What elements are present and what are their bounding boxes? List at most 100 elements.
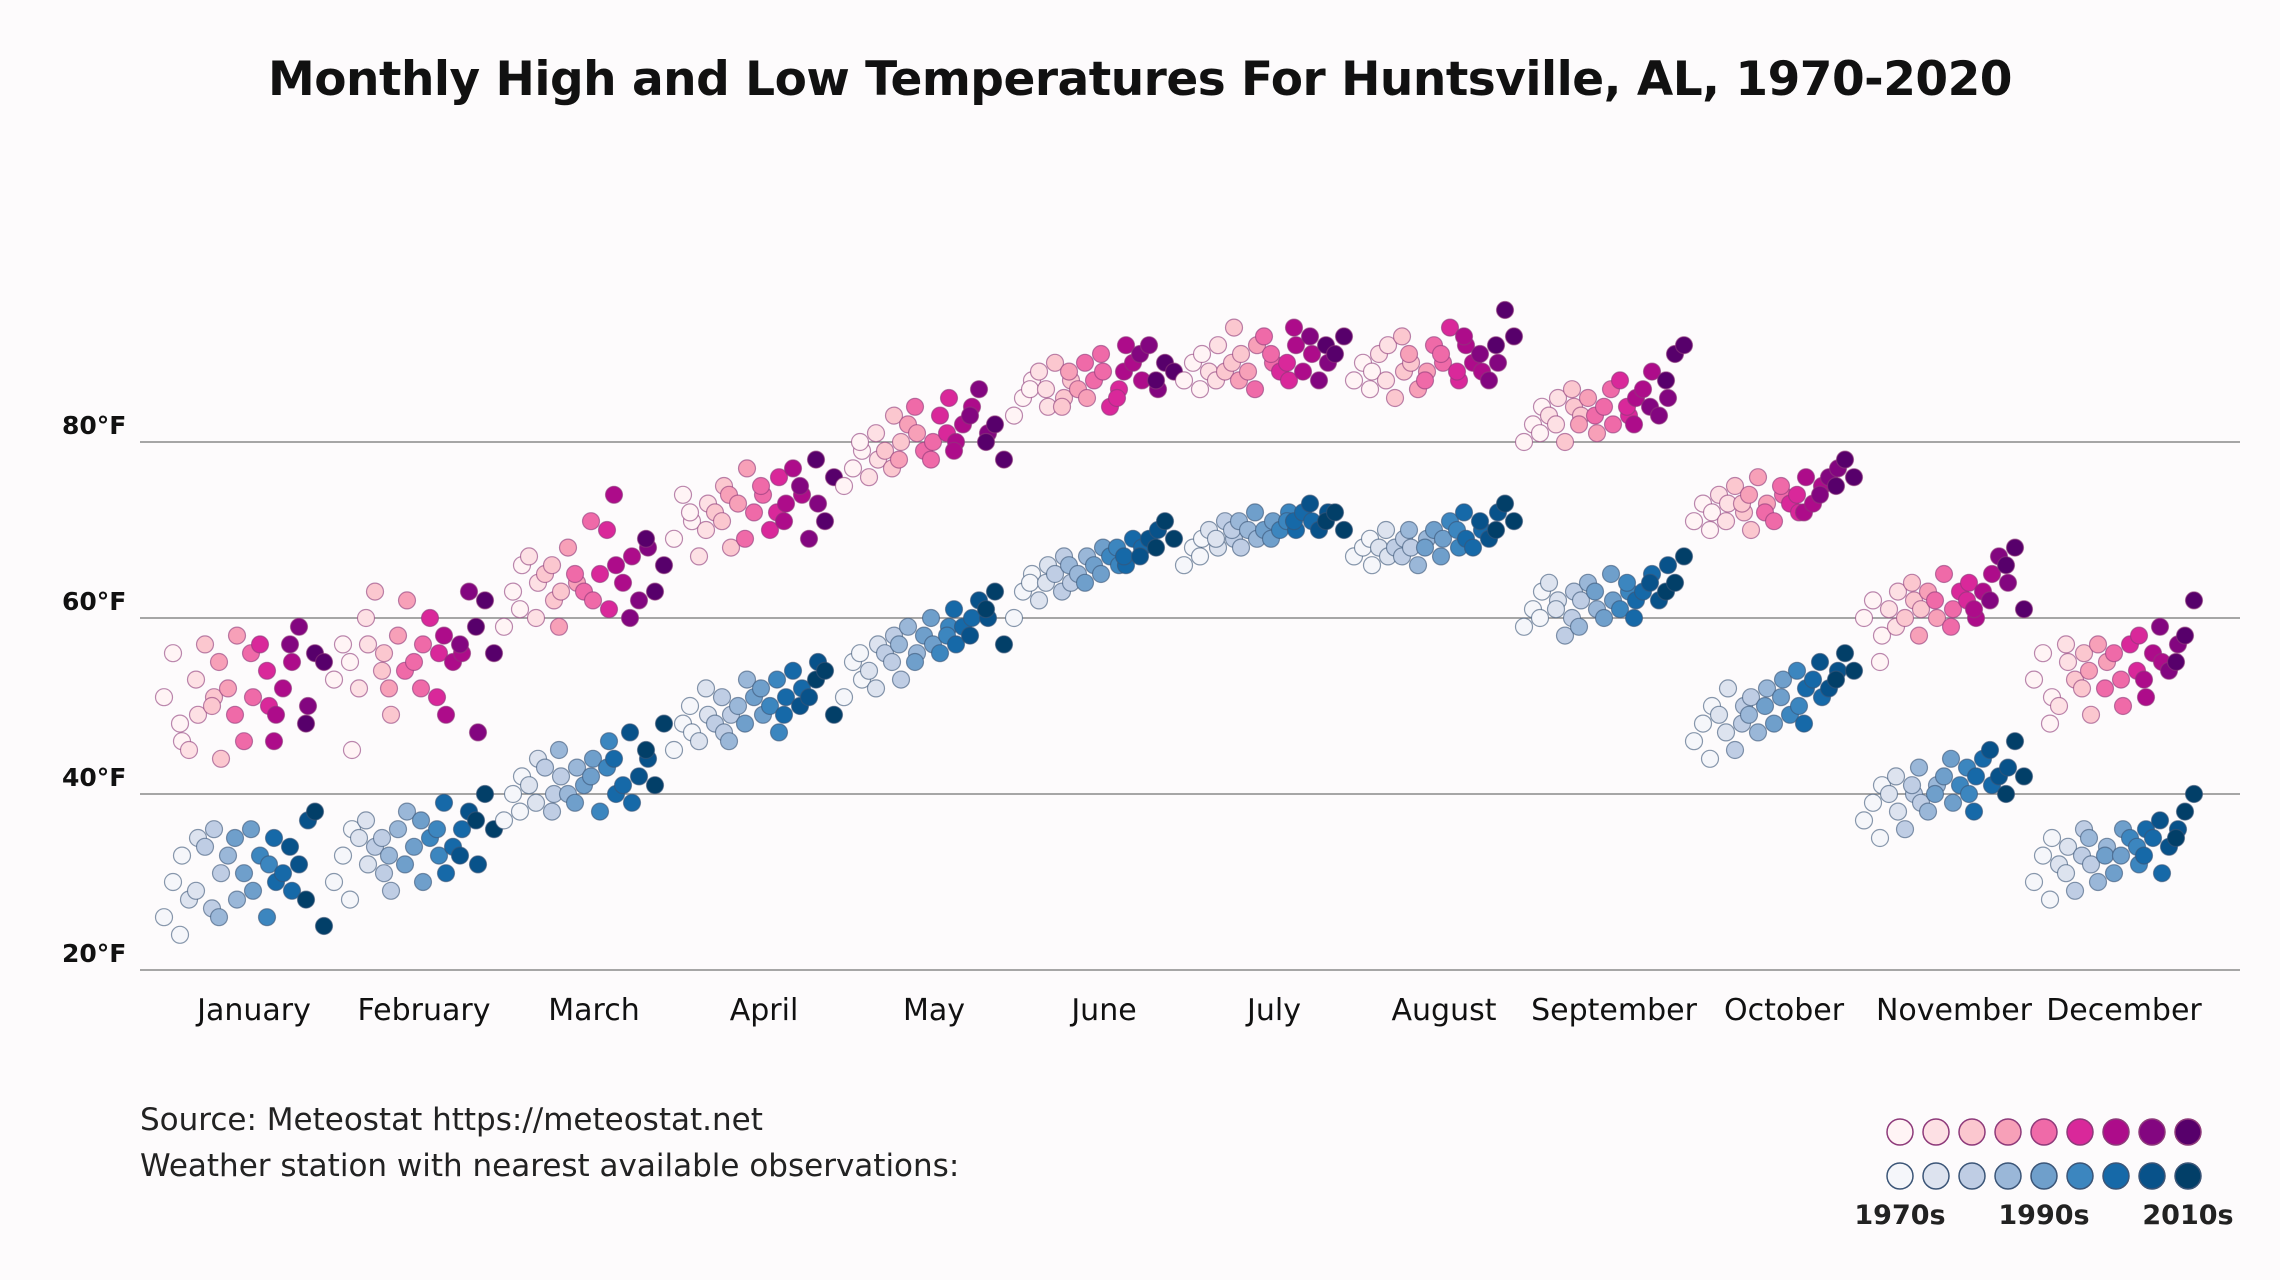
high-point-july <box>1208 336 1228 355</box>
x-axis-labels: January February March April May June July Augu… <box>195 993 2202 1028</box>
high-point-december <box>2079 661 2099 680</box>
high-point-november <box>1943 600 1963 619</box>
low-point-april <box>815 661 835 680</box>
low-point-january <box>218 846 238 865</box>
low-point-june <box>1146 538 1166 557</box>
high-point-december <box>2058 652 2078 672</box>
low-point-september <box>1610 600 1630 619</box>
low-point-february <box>374 864 394 883</box>
low-point-december <box>2056 864 2076 883</box>
high-point-july <box>1277 353 1297 372</box>
low-point-november <box>1902 776 1922 795</box>
low-point-august <box>1408 556 1428 575</box>
high-point-september <box>1633 380 1653 399</box>
high-point-february <box>340 652 360 672</box>
low-point-february <box>333 846 353 865</box>
high-point-january <box>289 617 309 636</box>
high-point-march <box>629 591 649 610</box>
high-point-july <box>1286 336 1306 355</box>
high-point-may <box>866 424 886 443</box>
high-point-may <box>850 432 870 452</box>
low-point-december <box>2150 811 2170 830</box>
low-point-april <box>696 679 716 698</box>
y-tick-label: 60°F <box>62 587 126 616</box>
high-point-august <box>1415 371 1435 390</box>
low-point-january <box>314 916 334 936</box>
low-point-november <box>1886 767 1906 786</box>
low-point-april <box>664 740 684 760</box>
low-point-november <box>1870 828 1890 848</box>
low-point-february <box>429 846 449 865</box>
high-point-november <box>1870 652 1890 672</box>
low-point-november <box>1996 784 2016 804</box>
low-point-september <box>1571 591 1591 610</box>
low-point-april <box>776 688 796 707</box>
low-point-march <box>629 767 649 786</box>
low-point-april <box>719 732 739 751</box>
low-point-march <box>599 732 619 751</box>
low-point-october <box>1709 705 1729 724</box>
high-point-november <box>1911 600 1931 619</box>
low-point-october <box>1844 661 1864 680</box>
high-point-november <box>2005 538 2025 557</box>
high-point-september <box>1658 388 1678 408</box>
low-point-july <box>1231 538 1251 557</box>
high-point-october <box>1764 512 1784 531</box>
low-point-february <box>349 828 369 848</box>
high-point-december <box>2074 644 2094 663</box>
high-point-august <box>1362 362 1382 381</box>
high-point-february <box>427 688 447 707</box>
high-point-january <box>273 679 293 698</box>
high-point-july <box>1302 344 1322 364</box>
high-point-november <box>1959 573 1979 592</box>
high-point-august <box>1488 353 1508 372</box>
low-point-december <box>2033 846 2053 865</box>
high-point-march <box>503 582 523 601</box>
low-point-march <box>494 811 514 830</box>
low-point-october <box>1773 670 1793 689</box>
low-point-october <box>1684 732 1704 751</box>
high-point-april <box>815 512 835 531</box>
high-point-may <box>905 397 925 416</box>
high-point-december <box>2081 705 2101 724</box>
low-point-october <box>1716 723 1736 742</box>
gridlines <box>140 441 2240 971</box>
low-point-august <box>1362 556 1382 575</box>
high-point-july <box>1231 344 1251 364</box>
high-point-february <box>434 626 454 645</box>
low-point-june <box>1075 573 1095 592</box>
high-point-may <box>994 450 1014 469</box>
low-point-march <box>549 740 569 760</box>
low-point-april <box>760 696 780 716</box>
low-point-december <box>2042 828 2062 848</box>
x-tick-label: May <box>903 993 965 1028</box>
high-point-november <box>1879 600 1899 619</box>
high-point-october <box>1771 476 1791 496</box>
high-point-october <box>1810 485 1830 504</box>
high-point-october <box>1716 512 1736 531</box>
high-point-march <box>542 556 562 575</box>
high-point-may <box>985 415 1005 434</box>
low-point-january <box>227 890 247 909</box>
high-point-april <box>735 529 755 548</box>
high-point-december <box>2150 617 2170 636</box>
high-point-august <box>1378 336 1398 355</box>
high-point-july <box>1284 318 1304 337</box>
high-point-july <box>1334 327 1354 346</box>
y-tick-label: 80°F <box>62 411 126 440</box>
low-point-february <box>413 872 433 892</box>
high-point-october <box>1684 512 1704 531</box>
low-point-october <box>1810 652 1830 672</box>
low-point-december <box>2095 846 2115 865</box>
low-point-august <box>1399 520 1419 540</box>
high-point-december <box>2033 644 2053 663</box>
high-point-november <box>1941 617 1961 636</box>
high-point-march <box>590 564 610 584</box>
high-point-january <box>280 635 300 654</box>
high-point-may <box>939 388 959 408</box>
high-point-june <box>1045 353 1065 372</box>
low-point-march <box>583 749 603 768</box>
high-point-october <box>1787 485 1807 504</box>
low-point-january <box>264 828 284 848</box>
low-point-june <box>1164 529 1184 548</box>
